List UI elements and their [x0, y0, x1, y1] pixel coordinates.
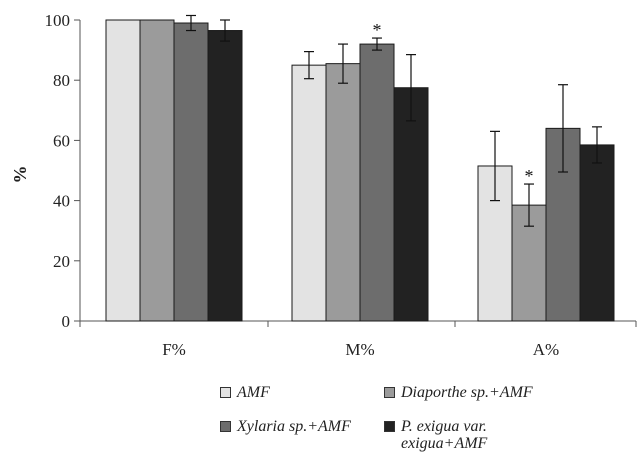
- bar: [393, 87, 429, 322]
- bar: [579, 144, 615, 322]
- y-tick-label: 40: [53, 192, 70, 211]
- x-tick-label: M%: [345, 340, 374, 359]
- error-bars: [186, 14, 602, 227]
- y-tick-label: 0: [62, 312, 71, 331]
- bar: [173, 22, 209, 322]
- bar: [291, 64, 327, 322]
- y-ticks: 0 20 40 60 80 100: [45, 11, 80, 331]
- y-axis-label: %: [10, 166, 30, 184]
- bar: [325, 63, 361, 322]
- y-tick-label: 60: [53, 131, 70, 150]
- significance-marker: *: [525, 166, 534, 186]
- bar: [207, 30, 243, 322]
- bars: [105, 19, 615, 322]
- y-tick-label: 80: [53, 71, 70, 90]
- y-tick-label: 100: [45, 11, 71, 30]
- bar: [359, 43, 395, 322]
- bar: [139, 19, 175, 322]
- x-tick-label: F%: [162, 340, 186, 359]
- x-ticks: F% M% A%: [79, 321, 637, 359]
- bar: [105, 19, 141, 322]
- y-tick-label: 20: [53, 252, 70, 271]
- significance-markers: **: [373, 20, 534, 186]
- x-tick-label: A%: [533, 340, 559, 359]
- significance-marker: *: [373, 20, 382, 40]
